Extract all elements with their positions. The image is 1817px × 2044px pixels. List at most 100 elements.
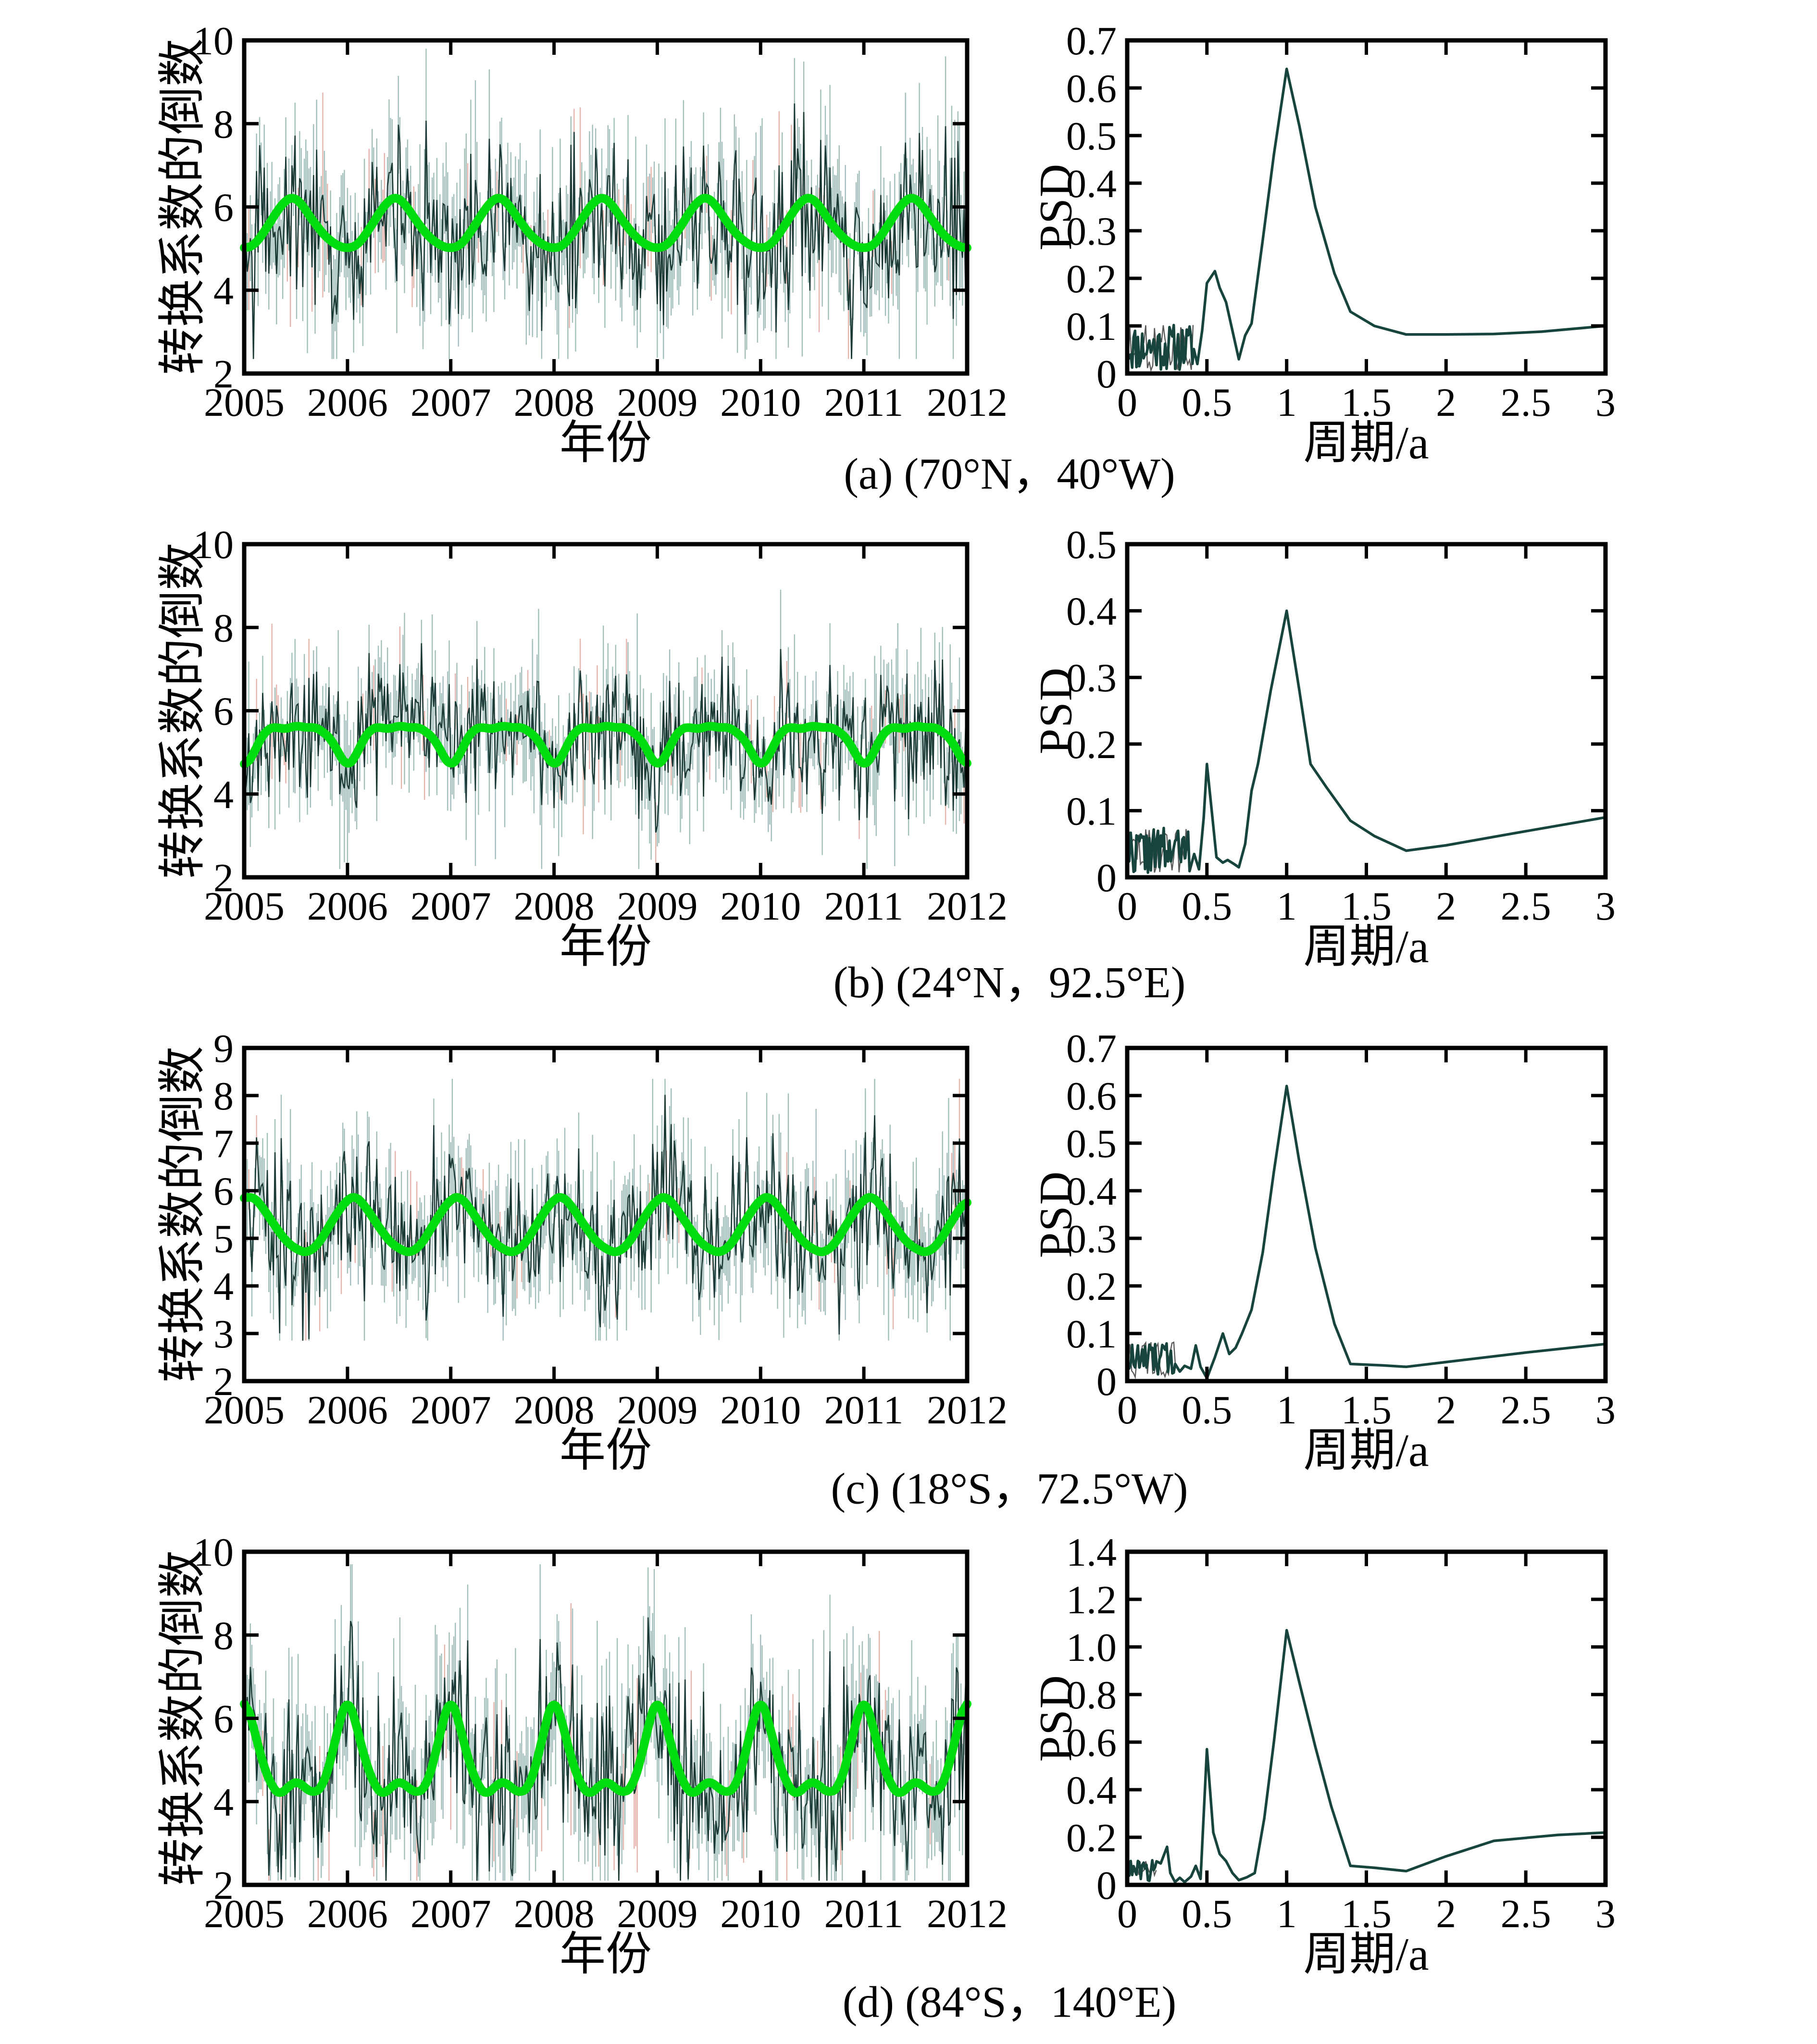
y-tick-label: 0.6 bbox=[1066, 1720, 1117, 1765]
timeseries-chart-d: 2005 2006 2007 2008 2009 2010 2011 2012 2 4 6 8 10 bbox=[193, 1530, 1008, 1936]
seasonal-trend-line bbox=[240, 1193, 971, 1257]
psd-xlabel-b: 周期/a bbox=[1303, 921, 1429, 972]
y-tick-label: 0.5 bbox=[1066, 523, 1117, 567]
y-tick-label: 3 bbox=[213, 1312, 234, 1357]
timeseries-xlabel-c: 年份 bbox=[560, 1424, 652, 1476]
x-tick-label: 2012 bbox=[927, 1388, 1008, 1433]
x-tick-label: 2011 bbox=[824, 1892, 904, 1936]
y-tick-label: 0.7 bbox=[1066, 1026, 1117, 1071]
x-tick-label: 2005 bbox=[204, 1388, 285, 1433]
plot-frame bbox=[242, 1046, 970, 1383]
x-tick-label: 2009 bbox=[617, 1388, 697, 1433]
x-tick-label: 0 bbox=[1117, 1892, 1137, 1936]
y-tick-label: 1.2 bbox=[1066, 1578, 1117, 1622]
y-tick-label: 0.4 bbox=[1066, 162, 1117, 206]
y-tick-label: 0.3 bbox=[1066, 656, 1117, 700]
x-tick-label: 2.5 bbox=[1501, 1892, 1551, 1936]
y-tick-label: 0 bbox=[1096, 1863, 1117, 1908]
y-tick-label: 2 bbox=[213, 1359, 234, 1404]
y-tick-label: 5 bbox=[213, 1217, 234, 1261]
psd-chart-a: 0 0.5 1 1.5 2 2.5 300.10.20.30.40.50.60.7 bbox=[1066, 19, 1616, 425]
y-tick-label: 8 bbox=[213, 1074, 234, 1119]
psd-line bbox=[1127, 67, 1606, 371]
y-tick-label: 0.2 bbox=[1066, 1264, 1117, 1309]
y-tick-label: 4 bbox=[213, 1780, 234, 1825]
x-tick-label: 2.5 bbox=[1501, 1388, 1551, 1433]
psd-ylabel-b: PSD bbox=[1030, 666, 1082, 755]
y-tick-label: 0.1 bbox=[1066, 789, 1117, 834]
y-tick-label: 6 bbox=[213, 689, 234, 734]
y-tick-label: 0.1 bbox=[1066, 1312, 1117, 1357]
x-tick-label: 2 bbox=[1436, 380, 1456, 425]
y-tick-label: 6 bbox=[213, 1697, 234, 1742]
x-tick-label: 1 bbox=[1277, 884, 1297, 929]
x-tick-label: 1 bbox=[1277, 1388, 1297, 1433]
y-tick-label: 0.6 bbox=[1066, 66, 1117, 111]
y-tick-label: 9 bbox=[213, 1026, 234, 1071]
caption-a: (a) (70°N，40°W) bbox=[844, 449, 1175, 499]
plot-frame bbox=[1125, 1046, 1608, 1383]
seasonal-trend-line bbox=[240, 722, 971, 769]
psd-chart-b: 0 0.5 1 1.5 2 2.5 3 0 0.1 0.2 0.3 0.4 0.5 bbox=[1066, 523, 1616, 929]
x-tick-label: 3 bbox=[1595, 380, 1616, 425]
x-tick-label: 2012 bbox=[927, 1892, 1008, 1936]
timeseries-ylabel-d: 转换系数的倒数 bbox=[156, 1550, 210, 1886]
x-tick-label: 2009 bbox=[617, 1892, 697, 1936]
y-tick-label: 0.3 bbox=[1066, 1217, 1117, 1261]
y-tick-label: 0.2 bbox=[1066, 1816, 1117, 1860]
psd-line bbox=[1127, 1084, 1606, 1380]
x-tick-label: 0.5 bbox=[1182, 1388, 1232, 1433]
x-tick-label: 1.5 bbox=[1341, 1388, 1392, 1433]
y-tick-label: 10 bbox=[193, 523, 234, 567]
y-tick-label: 10 bbox=[193, 1530, 234, 1575]
psd-ylabel-d: PSD bbox=[1030, 1674, 1082, 1762]
x-tick-label: 2007 bbox=[411, 380, 491, 425]
x-tick-label: 2011 bbox=[824, 1388, 904, 1433]
x-tick-label: 2012 bbox=[927, 884, 1008, 929]
y-tick-label: 0.2 bbox=[1066, 257, 1117, 301]
plot-frame bbox=[1125, 1549, 1608, 1887]
x-tick-label: 2009 bbox=[617, 380, 697, 425]
caption-c: (c) (18°S，72.5°W) bbox=[831, 1464, 1188, 1513]
x-tick-label: 2010 bbox=[720, 380, 801, 425]
x-tick-label: 1 bbox=[1277, 1892, 1297, 1936]
caption-b: (b) (24°N，92.5°E) bbox=[833, 958, 1186, 1007]
x-tick-label: 2007 bbox=[411, 884, 491, 929]
timeseries-chart-a: 2005 2006 2007 2008 2009 2010 2011 2012 2 4 6 8 10 bbox=[193, 19, 1008, 425]
y-tick-label: 4 bbox=[213, 269, 234, 313]
x-tick-label: 3 bbox=[1595, 884, 1616, 929]
psd-line bbox=[1127, 609, 1606, 874]
noisy-series-line bbox=[244, 103, 968, 359]
y-tick-label: 0.7 bbox=[1066, 19, 1117, 63]
x-tick-label: 2007 bbox=[411, 1892, 491, 1936]
y-tick-label: 0.4 bbox=[1066, 1169, 1117, 1214]
x-tick-label: 0 bbox=[1117, 1388, 1137, 1433]
x-tick-label: 0 bbox=[1117, 380, 1137, 425]
x-tick-label: 2005 bbox=[204, 884, 285, 929]
y-tick-label: 0.8 bbox=[1066, 1673, 1117, 1718]
x-tick-label: 0 bbox=[1117, 884, 1137, 929]
x-tick-label: 2008 bbox=[514, 1388, 595, 1433]
plot-frame bbox=[1125, 542, 1608, 880]
y-tick-label: 8 bbox=[213, 102, 234, 147]
seasonal-trend-line bbox=[240, 194, 971, 252]
axis-ticks bbox=[1125, 542, 1607, 879]
y-tick-label: 2 bbox=[213, 352, 234, 397]
y-tick-label: 0 bbox=[1096, 1359, 1117, 1404]
x-tick-label: 1.5 bbox=[1341, 884, 1392, 929]
y-tick-label: 4 bbox=[213, 1264, 234, 1309]
x-tick-label: 2006 bbox=[307, 1892, 388, 1936]
y-tick-label: 0.5 bbox=[1066, 114, 1117, 159]
x-tick-label: 2008 bbox=[514, 380, 595, 425]
y-tick-label: 0 bbox=[1096, 856, 1117, 900]
x-tick-label: 2008 bbox=[514, 884, 595, 929]
y-tick-label: 2 bbox=[213, 856, 234, 900]
x-tick-label: 2 bbox=[1436, 884, 1456, 929]
timeseries-xlabel-d: 年份 bbox=[560, 1928, 652, 1980]
x-tick-label: 2005 bbox=[204, 380, 285, 425]
axis-ticks bbox=[1125, 1550, 1607, 1887]
plot-frame bbox=[242, 1549, 970, 1887]
